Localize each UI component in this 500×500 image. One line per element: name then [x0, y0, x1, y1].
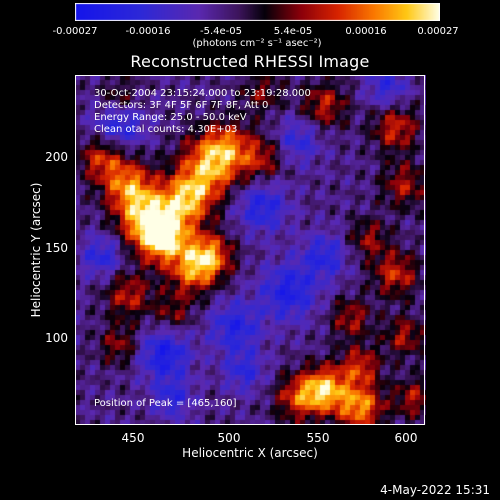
y-tick-label: 200 — [45, 150, 68, 164]
energy-range-label: Energy Range: 25.0 - 50.0 keV — [94, 112, 247, 123]
colorbar-tick-label: -0.00016 — [125, 26, 171, 37]
x-tick-label: 450 — [121, 431, 145, 445]
y-tick-label: 100 — [45, 331, 68, 345]
x-tick-label: 500 — [217, 431, 241, 445]
colorbar-tick-label: 0.00027 — [417, 26, 459, 37]
y-tick-label: 150 — [45, 241, 68, 255]
x-tick-label: 550 — [306, 431, 330, 445]
heatmap-image — [75, 75, 426, 425]
chart-title: Reconstructed RHESSI Image — [130, 52, 370, 71]
peak-position-label: Position of Peak = [465,160] — [94, 398, 237, 409]
clean-counts-label: Clean otal counts: 4.30E+03 — [94, 124, 238, 135]
detectors-label: Detectors: 3F 4F 5F 6F 7F 8F, Att 0 — [94, 100, 269, 111]
x-axis-label: Heliocentric X (arcsec) — [182, 446, 318, 460]
colorbar-tick-label: -5.4e-05 — [200, 26, 242, 37]
colorbar-tick-label: 0.00016 — [345, 26, 387, 37]
y-axis-label: Heliocentric Y (arcsec) — [29, 182, 43, 318]
colorbar-units: (photons cm⁻² s⁻¹ asec⁻²) — [192, 38, 322, 49]
time-range-label: 30-Oct-2004 23:15:24.000 to 23:19:28.000 — [94, 88, 311, 99]
colorbar-tick-label: -0.00027 — [52, 26, 98, 37]
colorbar-tick-label: 5.4e-05 — [273, 26, 313, 37]
plot-date-stamp: 4-May-2022 15:31 — [380, 483, 490, 497]
x-tick-label: 600 — [394, 431, 418, 445]
colorbar — [75, 3, 440, 21]
